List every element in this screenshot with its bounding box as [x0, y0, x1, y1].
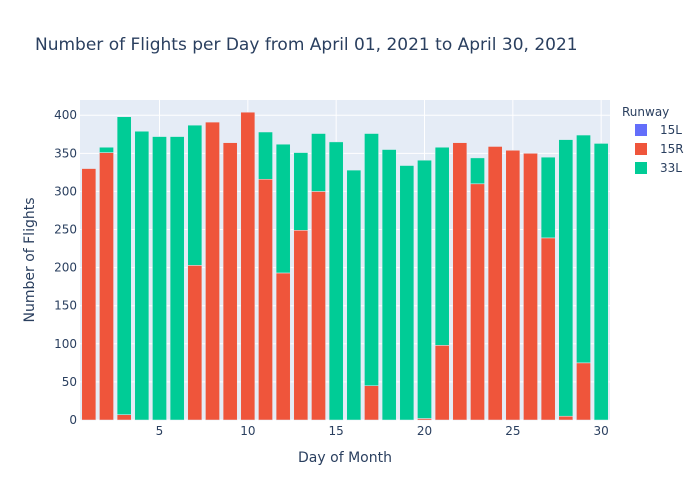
legend-swatch: [635, 124, 647, 136]
bar-15R-day-21: [434, 345, 450, 421]
x-axis-ticks: 5 10 15 20 25 30: [156, 424, 609, 438]
bar-15R-day-12: [275, 272, 291, 421]
bar-15R-day-25: [505, 150, 521, 421]
x-tick-label: 20: [417, 424, 432, 438]
bar-15R-day-24: [487, 146, 503, 421]
legend-item-15L[interactable]: 15L: [635, 123, 682, 137]
bar-15R-day-13: [293, 230, 309, 421]
y-tick-label: 400: [54, 108, 77, 122]
bar-33L-day-14: [311, 133, 326, 192]
bar-15R-day-28: [558, 415, 574, 421]
bar-15R-day-27: [540, 237, 556, 421]
bar-33L-day-23: [470, 157, 485, 185]
bar-15R-day-29: [576, 362, 591, 421]
bar-33L-day-29: [576, 134, 591, 364]
x-tick-label: 5: [156, 424, 164, 438]
y-tick-label: 250: [54, 223, 77, 237]
legend-item-15R[interactable]: 15R: [635, 142, 684, 156]
bars: [81, 111, 609, 421]
bar-15R-day-8: [205, 121, 220, 421]
legend-item-33L[interactable]: 33L: [635, 161, 682, 175]
bar-15R-day-26: [523, 153, 538, 421]
bar-15R-day-11: [258, 178, 273, 421]
bar-33L-day-28: [558, 139, 574, 417]
y-axis-ticks: 0 50 100 150 200 250 300 350 400: [54, 108, 77, 427]
bar-33L-day-12: [275, 143, 291, 274]
bar-33L-day-19: [399, 165, 415, 421]
y-tick-label: 300: [54, 184, 77, 198]
bar-33L-day-6: [169, 136, 185, 421]
legend-label: 15L: [660, 123, 682, 137]
y-tick-label: 350: [54, 146, 77, 160]
y-tick-label: 150: [54, 299, 77, 313]
y-axis-label: Number of Flights: [22, 197, 38, 322]
x-tick-label: 15: [329, 424, 344, 438]
bar-33L-day-30: [593, 143, 609, 421]
legend[interactable]: Runway 15L 15R 33L: [622, 105, 684, 175]
y-tick-label: 50: [62, 375, 77, 389]
bar-15R-day-10: [240, 111, 256, 421]
y-tick-label: 100: [54, 337, 77, 351]
bar-33L-day-4: [134, 130, 150, 421]
bar-15R-day-3: [116, 414, 132, 421]
bar-33L-day-5: [152, 136, 167, 421]
bar-33L-day-3: [116, 116, 132, 415]
y-tick-label: 0: [69, 413, 77, 427]
bar-33L-day-7: [187, 124, 203, 266]
bar-33L-day-13: [293, 152, 309, 231]
x-axis-label: Day of Month: [298, 450, 392, 466]
bar-15R-day-2: [99, 152, 114, 421]
bar-33L-day-18: [381, 149, 397, 421]
chart-title: Number of Flights per Day from April 01,…: [35, 35, 578, 55]
legend-label: 15R: [660, 142, 684, 156]
bar-33L-day-20: [417, 159, 432, 419]
bar-15R-day-17: [364, 385, 379, 421]
bar-15R-day-9: [222, 142, 238, 421]
y-tick-label: 200: [54, 261, 77, 275]
legend-title: Runway: [622, 105, 669, 119]
bar-15R-day-23: [470, 183, 485, 421]
legend-label: 33L: [660, 161, 682, 175]
bar-15R-day-22: [452, 142, 468, 421]
bar-33L-day-16: [346, 169, 362, 421]
bar-15R-day-14: [311, 191, 326, 421]
bar-15R-day-1: [81, 168, 97, 421]
bar-33L-day-27: [540, 156, 556, 239]
legend-swatch: [635, 143, 647, 155]
legend-swatch: [635, 162, 647, 174]
bar-33L-day-2: [99, 146, 114, 153]
bar-33L-day-17: [364, 133, 379, 386]
bar-33L-day-21: [434, 146, 450, 346]
bar-33L-day-15: [328, 141, 344, 421]
x-tick-label: 10: [240, 424, 255, 438]
x-tick-label: 30: [594, 424, 609, 438]
bar-15R-day-7: [187, 265, 203, 421]
bar-33L-day-11: [258, 131, 273, 180]
x-tick-label: 25: [505, 424, 520, 438]
